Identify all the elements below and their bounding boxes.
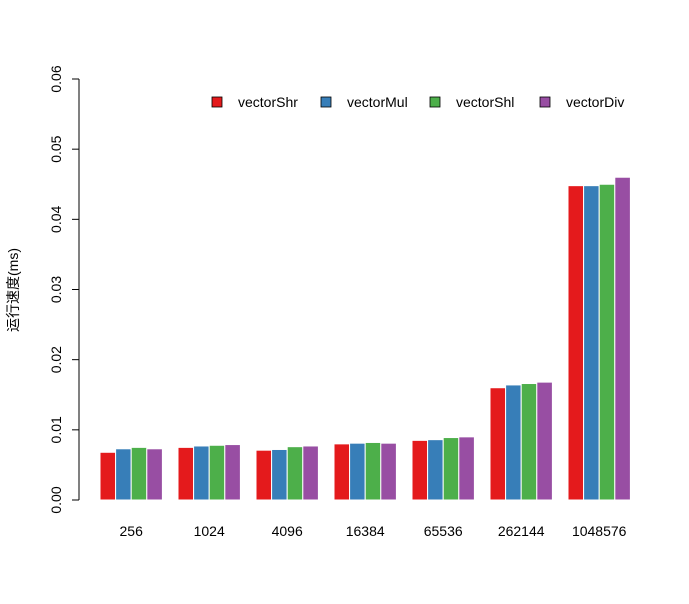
bar-vectorMul-256 — [115, 448, 132, 501]
bar-vectorDiv-1024 — [224, 444, 241, 501]
y-tick-label: 0.02 — [48, 346, 64, 373]
x-tick-label: 4096 — [272, 523, 303, 539]
bar-vectorShl-1024 — [208, 444, 226, 501]
x-tick-label: 1024 — [194, 523, 225, 539]
x-axis-labels: 256 1024 4096 16384 65536 262144 1048576 — [120, 523, 627, 539]
bar-vectorDiv-256 — [146, 448, 163, 501]
y-tick-label: 0.01 — [48, 416, 64, 443]
bar-vectorShr-256 — [99, 451, 117, 501]
legend: vectorShr vectorMul vectorShl vectorDiv — [211, 94, 624, 110]
bar-vectorShr-1048576 — [567, 185, 585, 501]
x-tick-label: 256 — [120, 523, 144, 539]
bar-vectorMul-1024 — [193, 445, 210, 501]
bar-vectorDiv-65536 — [458, 436, 475, 501]
bar-vectorDiv-4096 — [302, 445, 319, 501]
y-axis: 0.00 0.01 0.02 0.03 0.04 0.05 0.06 — [48, 65, 80, 514]
legend-swatch-vectorShl — [429, 96, 441, 108]
bar-group — [99, 176, 631, 501]
bar-vectorShl-16384 — [364, 441, 382, 501]
bar-vectorShr-4096 — [255, 449, 273, 501]
bar-vectorDiv-262144 — [536, 381, 553, 501]
bar-vectorMul-4096 — [271, 448, 288, 501]
bar-vectorShr-65536 — [411, 439, 429, 501]
bar-vectorShl-4096 — [286, 446, 304, 501]
bar-vectorShr-16384 — [333, 443, 351, 501]
legend-swatch-vectorMul — [320, 96, 332, 108]
x-tick-label: 1048576 — [572, 523, 627, 539]
bar-vectorShr-1024 — [177, 446, 195, 501]
bar-vectorMul-1048576 — [583, 185, 600, 501]
bar-vectorMul-65536 — [427, 439, 444, 501]
legend-swatch-vectorDiv — [539, 96, 551, 108]
y-tick-label: 0.00 — [48, 486, 64, 513]
bar-vectorShl-256 — [130, 446, 148, 501]
x-tick-label: 65536 — [424, 523, 463, 539]
bar-vectorMul-16384 — [349, 442, 366, 501]
bar-vectorDiv-1048576 — [614, 176, 631, 501]
legend-label-vectorMul: vectorMul — [347, 94, 408, 110]
y-axis-title: 运行速度(ms) — [5, 248, 21, 332]
x-tick-label: 16384 — [346, 523, 385, 539]
legend-swatch-vectorShr — [211, 96, 223, 108]
x-tick-label: 262144 — [498, 523, 545, 539]
y-tick-label: 0.03 — [48, 276, 64, 303]
y-tick-label: 0.04 — [48, 205, 64, 232]
y-tick-label: 0.06 — [48, 65, 64, 92]
bar-vectorShr-262144 — [489, 387, 507, 501]
legend-label-vectorShl: vectorShl — [456, 94, 514, 110]
bar-vectorDiv-16384 — [380, 442, 397, 501]
bar-vectorMul-262144 — [505, 384, 522, 501]
bar-vectorShl-1048576 — [598, 183, 616, 501]
bar-vectorShl-262144 — [520, 383, 538, 501]
legend-label-vectorDiv: vectorDiv — [566, 94, 624, 110]
y-tick-label: 0.05 — [48, 135, 64, 162]
legend-label-vectorShr: vectorShr — [238, 94, 298, 110]
bar-vectorShl-65536 — [442, 437, 460, 501]
